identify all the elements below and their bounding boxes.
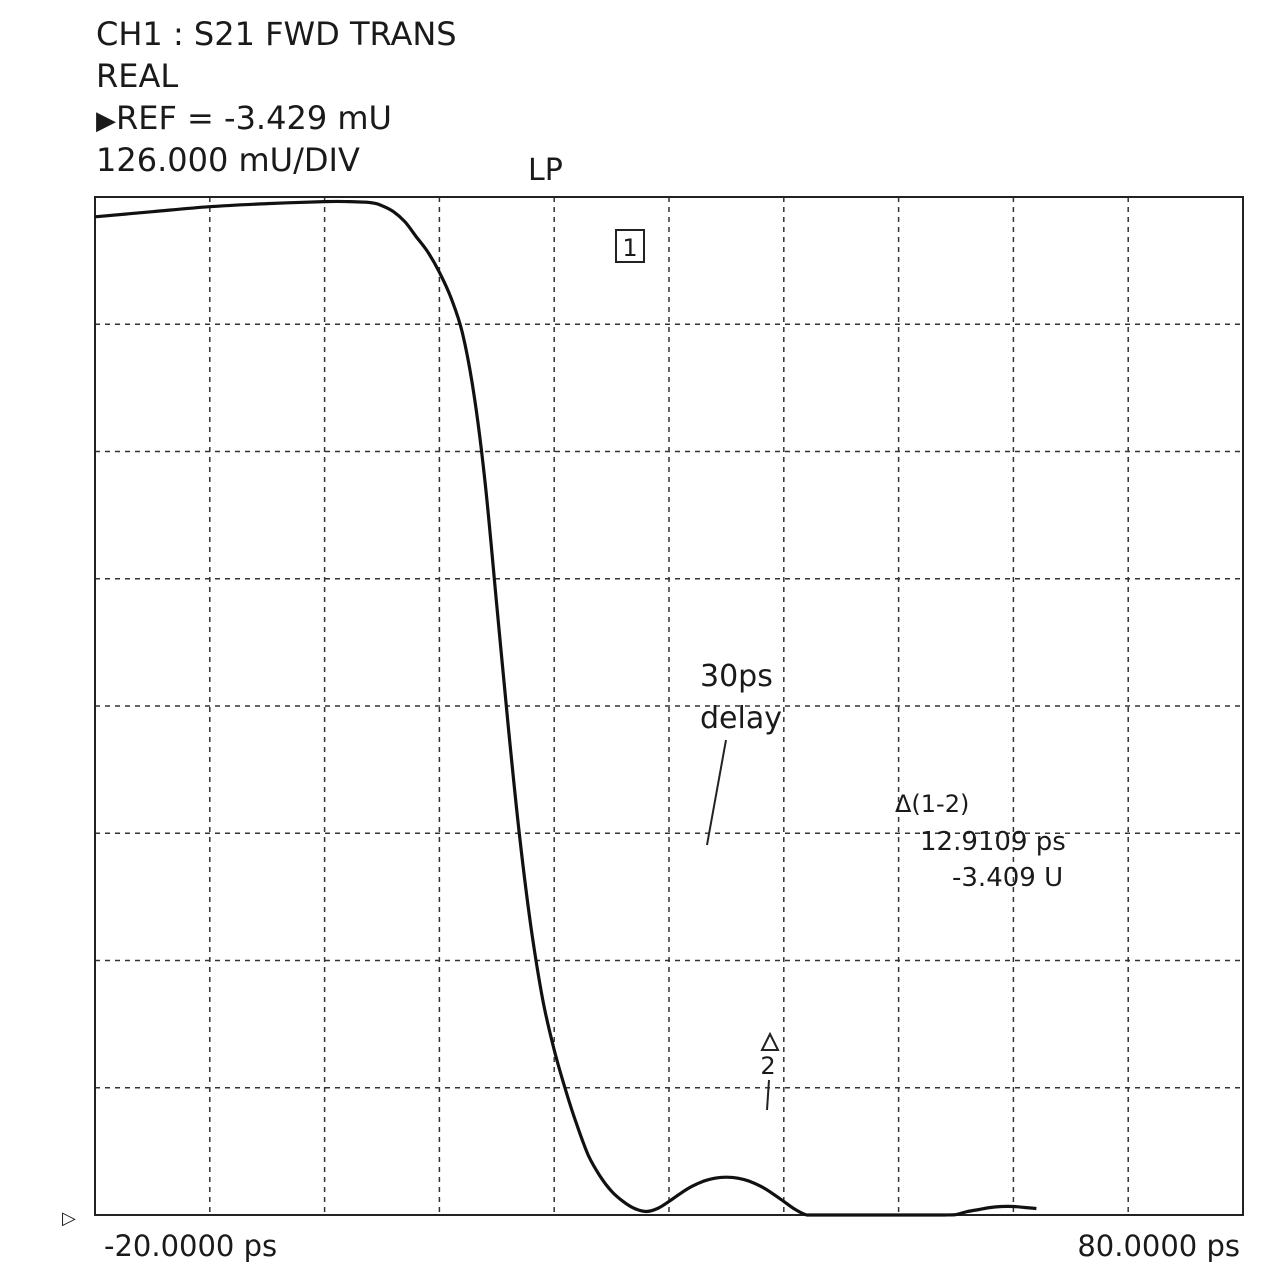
delta-time-readout: 12.9109 ps xyxy=(920,827,1066,857)
x-stop-label: 80.0000 ps xyxy=(1077,1229,1240,1263)
lp-label: LP xyxy=(528,153,563,188)
marker-1: 1 xyxy=(615,229,645,263)
delta-value-readout: -3.409 U xyxy=(952,863,1063,893)
marker-1-box xyxy=(615,229,645,263)
reference-arrow-icon: ▶ xyxy=(96,106,116,136)
marker-2-pointer xyxy=(766,1079,770,1111)
marker-2-label: 2 xyxy=(760,1052,775,1080)
delta-marker-label: Δ(1-2) xyxy=(895,790,969,818)
marker-2: 2 xyxy=(760,1031,780,1111)
marker-1-label: 1 xyxy=(622,234,637,262)
plot-frame xyxy=(94,196,1244,1216)
reference-readout: ▶REF = -3.429 mU xyxy=(96,98,392,141)
x-start-label: -20.0000 ps xyxy=(104,1229,277,1263)
channel-title: CH1 : S21 FWD TRANS xyxy=(96,15,457,53)
delay-label-line2: delay xyxy=(700,701,782,736)
delay-label-line1: 30ps xyxy=(700,659,773,694)
marker-2-triangle-icon xyxy=(760,1031,780,1051)
reference-level-marker-icon: ▷ xyxy=(62,1208,76,1229)
delay-pointer xyxy=(706,739,727,846)
reference-value: REF = -3.429 mU xyxy=(116,99,392,137)
grid xyxy=(95,197,1243,1215)
format-label: REAL xyxy=(96,57,179,95)
s21-trace-line xyxy=(94,199,1037,1217)
scale-readout: 126.000 mU/DIV xyxy=(96,141,360,179)
